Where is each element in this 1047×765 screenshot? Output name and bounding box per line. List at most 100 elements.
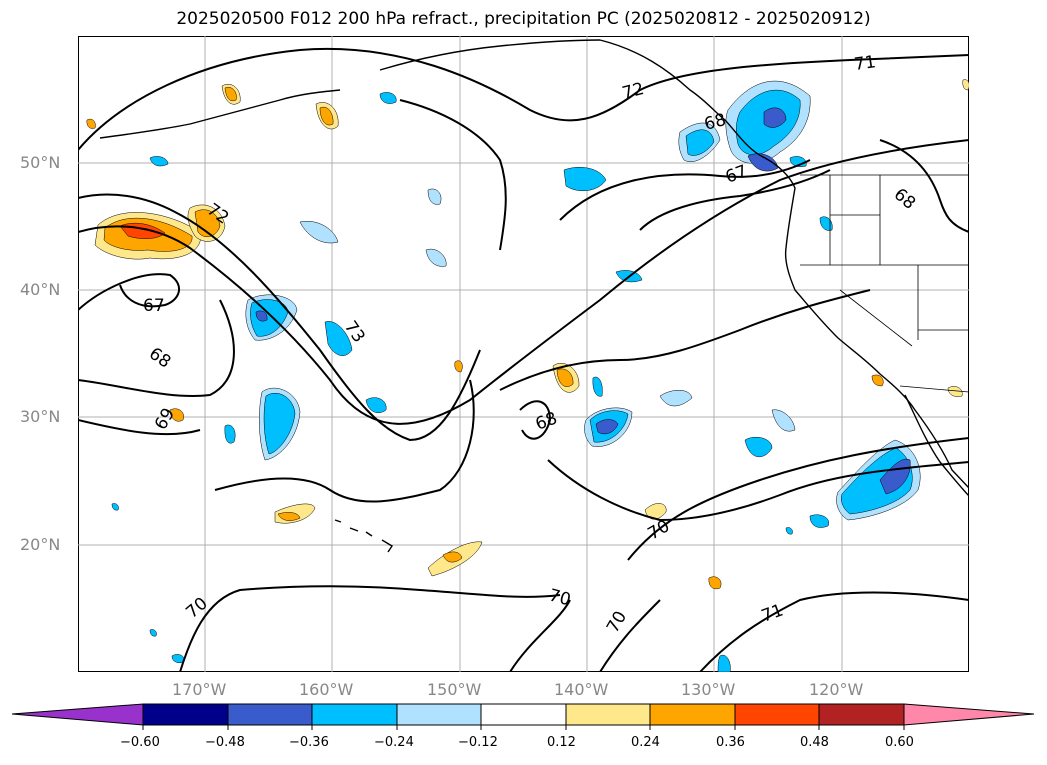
lon-label-150w: 150°W [427, 680, 482, 699]
contour-line [78, 48, 969, 151]
colorbar-segment [649, 703, 736, 726]
positive-precip-patches [86, 79, 969, 590]
precip-patch [365, 397, 387, 413]
precip-patch [277, 512, 301, 521]
contour-label: 67 [143, 296, 165, 316]
contour-label: 71 [759, 601, 786, 627]
precip-patch [224, 87, 237, 102]
precip-patch [263, 392, 296, 455]
precip-patch [149, 629, 157, 637]
coastlines [99, 39, 969, 553]
lon-label-140w: 140°W [554, 680, 609, 699]
precip-patch [324, 321, 353, 356]
contour-line [559, 159, 811, 221]
baja-coast [904, 394, 969, 497]
contour-line [214, 379, 475, 503]
contour-label: 67 [723, 162, 750, 188]
colorbar-segment [480, 703, 567, 726]
colorbar-tick-label: −0.12 [458, 735, 498, 750]
precip-patch [556, 368, 574, 387]
contour-label: 72 [620, 79, 646, 104]
precip-patch [785, 527, 793, 535]
contour-line [639, 169, 831, 231]
islands-small [334, 519, 393, 553]
contour-line [78, 193, 481, 442]
precip-patch [454, 360, 463, 373]
lat-label-20n: 20°N [20, 535, 61, 554]
precip-patch [763, 107, 787, 128]
contour-label: 68 [533, 409, 560, 435]
colorbar-tick-label: −0.60 [120, 735, 160, 750]
lon-label-160w: 160°W [299, 680, 354, 699]
contour-line [519, 400, 552, 440]
colorbar [11, 703, 1035, 730]
precip-patch [149, 156, 169, 167]
precip-patch [299, 220, 339, 244]
contour-label: 70 [603, 608, 631, 637]
colorbar-segment [565, 703, 651, 726]
lon-label-120w: 120°W [809, 680, 864, 699]
precip-patch [169, 408, 184, 422]
lon-label-170w: 170°W [172, 680, 227, 699]
precip-patch [86, 118, 96, 129]
precip-patch [319, 106, 334, 126]
precip-patch [659, 390, 693, 407]
aleutian-chain [99, 89, 341, 139]
precip-patch [224, 424, 236, 444]
contour-label: 68 [702, 110, 728, 135]
gridlines [78, 36, 969, 672]
contour-line [547, 459, 969, 522]
precip-patch [819, 216, 833, 231]
colorbar-tick-label: −0.48 [205, 735, 245, 750]
colorbar-segment [396, 703, 482, 726]
colorbar-tick-label: −0.24 [374, 735, 414, 750]
colorbar-extend-high [903, 703, 1035, 726]
precip-patch [771, 409, 796, 432]
precip-patch [871, 374, 884, 387]
contour-line [179, 585, 561, 672]
contour-line [879, 139, 969, 233]
negative-precip-patches [111, 80, 921, 672]
contour-labels: 71 72 72 67 68 67 68 73 68 69 68 70 70 7… [143, 52, 919, 636]
colorbar-tick-label: 0.60 [885, 735, 914, 750]
colorbar-segment [227, 703, 313, 726]
state-borders [800, 175, 969, 347]
alaska-coast [379, 39, 601, 71]
colorbar-tick-label: 0.48 [800, 735, 829, 750]
us-mexico-border [899, 385, 969, 393]
lon-label-130w: 130°W [681, 680, 736, 699]
contour-label: 70 [547, 586, 573, 611]
contour-line [78, 419, 201, 436]
contour-line [78, 273, 180, 311]
precip-patch [379, 92, 397, 104]
contour-label: 71 [853, 52, 877, 75]
contour-label: 68 [890, 185, 919, 214]
contour-line [509, 599, 571, 672]
colorbar-segment [734, 703, 820, 726]
precip-patch [194, 209, 221, 238]
contour-label: 68 [145, 344, 174, 373]
map-title: 2025020500 F012 200 hPa refract., precip… [176, 9, 871, 29]
precip-patch [708, 576, 722, 590]
contour-line [599, 599, 661, 672]
lat-label-30n: 30°N [20, 407, 61, 426]
precip-patch [717, 654, 731, 672]
colorbar-tick-label: 0.36 [716, 735, 745, 750]
contour-line [627, 437, 969, 561]
precip-patch [744, 437, 773, 457]
precip-patch [809, 514, 830, 528]
precip-patch [425, 248, 447, 267]
lat-label-50n: 50°N [20, 153, 61, 172]
colorbar-segment [311, 703, 398, 726]
contour-line [399, 99, 507, 251]
precip-patch [427, 188, 442, 205]
lat-label-40n: 40°N [20, 280, 61, 299]
colorbar-segment [818, 703, 905, 726]
colorbar-ticks [142, 725, 905, 730]
north-america-coast [599, 39, 969, 489]
precip-patch [563, 167, 607, 192]
contour-line [699, 591, 969, 672]
precip-patch [947, 386, 963, 397]
colorbar-extend-low [11, 703, 144, 726]
contour-line [78, 299, 235, 397]
